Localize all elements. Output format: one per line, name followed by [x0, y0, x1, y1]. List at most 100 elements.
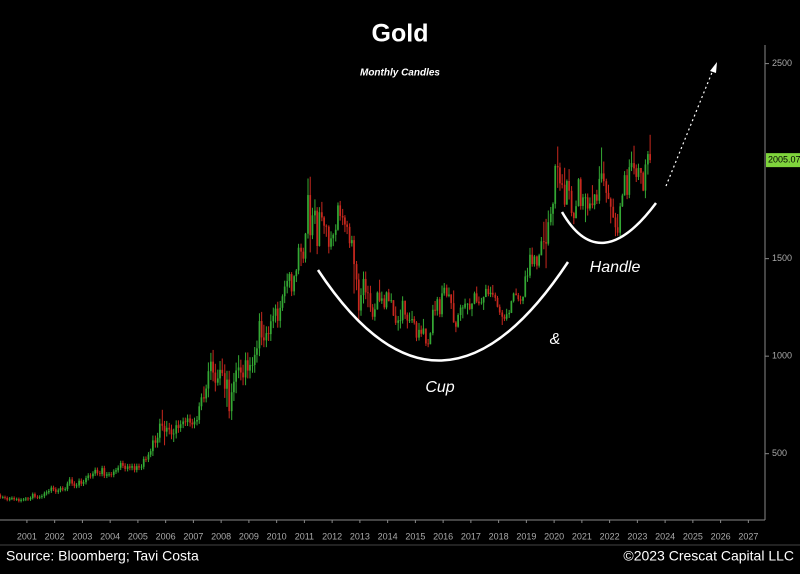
- candle-body: [612, 206, 615, 218]
- candle-body: [628, 167, 631, 195]
- candle-body: [41, 496, 43, 498]
- x-tick-label: 2006: [156, 531, 176, 541]
- candle-body: [337, 205, 339, 230]
- candle-body: [256, 348, 258, 355]
- candle-body: [233, 381, 235, 393]
- candle-body: [577, 179, 580, 207]
- x-tick-label: 2020: [544, 531, 564, 541]
- x-tick-label: 2023: [627, 531, 647, 541]
- candle-body: [422, 328, 425, 334]
- candle-body: [602, 173, 605, 182]
- candle-body: [478, 301, 480, 304]
- candle-body: [441, 293, 443, 315]
- candle-body: [269, 321, 272, 335]
- annotation-cup: Cup: [425, 379, 454, 396]
- candle-body: [413, 319, 416, 323]
- candle-body: [332, 234, 335, 239]
- x-tick-label: 2022: [600, 531, 620, 541]
- y-tick-label: 2500: [772, 58, 792, 68]
- x-tick-label: 2004: [100, 531, 120, 541]
- candle-body: [503, 316, 506, 319]
- candle-body: [529, 254, 531, 276]
- candle-body: [415, 322, 418, 338]
- candle-body: [496, 297, 499, 307]
- candle-body: [431, 309, 434, 334]
- x-tick-label: 2013: [350, 531, 370, 541]
- candle-body: [635, 168, 638, 177]
- x-tick-label: 2003: [72, 531, 92, 541]
- candle-body: [59, 488, 62, 491]
- candle-body: [452, 303, 455, 323]
- candle-body: [408, 320, 411, 322]
- candle-body: [205, 388, 208, 399]
- candle-body: [468, 303, 471, 309]
- candle-body: [101, 468, 103, 474]
- candle-body: [221, 369, 224, 374]
- chart-title: Gold: [372, 20, 429, 48]
- candle-body: [85, 478, 87, 483]
- candle-body: [11, 497, 13, 499]
- candle-body: [575, 206, 577, 219]
- candle-body: [531, 254, 534, 265]
- candle-body: [4, 497, 6, 498]
- candle-body: [265, 333, 268, 341]
- candle-body: [647, 154, 649, 165]
- candle-body: [251, 364, 254, 366]
- candle-body: [318, 212, 321, 246]
- candle-body: [87, 475, 90, 479]
- candle-body: [300, 247, 302, 252]
- last-price-label: 2005.07: [768, 155, 800, 165]
- candle-body: [570, 190, 573, 214]
- candle-body: [568, 181, 570, 191]
- candle-body: [133, 466, 136, 470]
- source-note: Source: Bloomberg; Tavi Costa: [6, 548, 199, 564]
- candle-body: [649, 154, 651, 161]
- candle-body: [47, 490, 50, 493]
- candle-body: [526, 275, 529, 277]
- x-tick-label: 2009: [239, 531, 259, 541]
- candle-body: [13, 497, 16, 500]
- candle-body: [399, 320, 402, 322]
- candle-body: [563, 184, 566, 205]
- candle-body: [566, 181, 568, 205]
- candle-body: [193, 421, 196, 425]
- candle-body: [34, 494, 36, 497]
- candle-body: [6, 497, 9, 500]
- candle-body: [138, 466, 140, 468]
- candle-body: [128, 466, 131, 468]
- candle-body: [258, 321, 261, 349]
- candle-body: [457, 315, 459, 327]
- candle-body: [61, 488, 64, 490]
- candle-body: [626, 175, 628, 195]
- candle-body: [515, 293, 517, 296]
- candle-body: [8, 498, 11, 500]
- candle-body: [253, 354, 256, 365]
- x-tick-label: 2011: [295, 531, 314, 541]
- candle-body: [591, 203, 594, 206]
- candle-body: [105, 474, 108, 476]
- candle-body: [475, 293, 478, 302]
- candle-body: [110, 474, 113, 476]
- candle-body: [371, 307, 374, 317]
- candle-body: [304, 233, 307, 259]
- candle-body: [538, 255, 541, 266]
- handle-curve: [560, 202, 658, 245]
- candle-body: [216, 378, 219, 383]
- candle-body: [344, 217, 346, 225]
- candle-body: [505, 314, 508, 319]
- candle-body: [196, 419, 198, 422]
- candle-body: [427, 343, 430, 345]
- candle-body: [637, 167, 640, 177]
- candle-body: [198, 406, 201, 420]
- candle-body: [586, 197, 589, 209]
- candle-body: [425, 328, 427, 344]
- plot-area: [0, 134, 651, 503]
- candle-body: [228, 379, 231, 412]
- candle-body: [484, 288, 487, 298]
- candle-body: [473, 293, 476, 304]
- candle-body: [341, 215, 344, 218]
- candle-body: [179, 424, 182, 428]
- candle-body: [31, 494, 34, 498]
- candle-body: [281, 296, 284, 308]
